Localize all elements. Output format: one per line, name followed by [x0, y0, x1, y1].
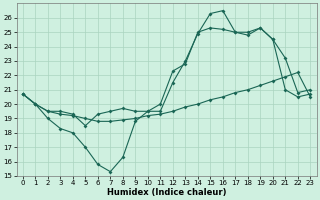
X-axis label: Humidex (Indice chaleur): Humidex (Indice chaleur): [107, 188, 226, 197]
